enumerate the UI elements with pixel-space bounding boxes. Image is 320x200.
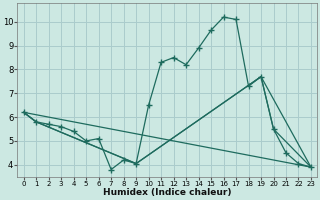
X-axis label: Humidex (Indice chaleur): Humidex (Indice chaleur) [103, 188, 232, 197]
